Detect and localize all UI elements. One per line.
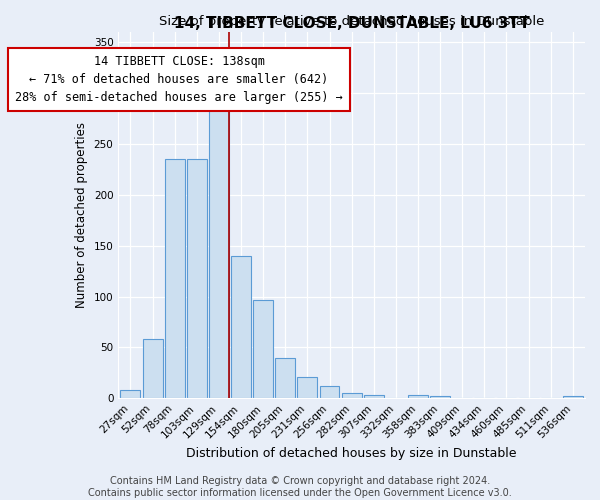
X-axis label: Distribution of detached houses by size in Dunstable: Distribution of detached houses by size … bbox=[187, 447, 517, 460]
Bar bbox=[320, 386, 340, 398]
Bar bbox=[187, 159, 207, 398]
Bar bbox=[430, 396, 450, 398]
Bar bbox=[298, 377, 317, 398]
Bar bbox=[209, 105, 229, 399]
Text: 14 TIBBETT CLOSE: 138sqm
← 71% of detached houses are smaller (642)
28% of semi-: 14 TIBBETT CLOSE: 138sqm ← 71% of detach… bbox=[15, 56, 343, 104]
Bar bbox=[563, 396, 583, 398]
Bar bbox=[165, 159, 185, 398]
Bar bbox=[231, 256, 251, 398]
Bar bbox=[364, 396, 384, 398]
Text: Contains HM Land Registry data © Crown copyright and database right 2024.
Contai: Contains HM Land Registry data © Crown c… bbox=[88, 476, 512, 498]
Bar bbox=[143, 340, 163, 398]
Bar bbox=[253, 300, 273, 398]
Bar bbox=[121, 390, 140, 398]
Text: Size of property relative to detached houses in Dunstable: Size of property relative to detached ho… bbox=[159, 15, 544, 28]
Y-axis label: Number of detached properties: Number of detached properties bbox=[75, 122, 88, 308]
Bar bbox=[408, 396, 428, 398]
Bar bbox=[341, 393, 362, 398]
Title: 14, TIBBETT CLOSE, DUNSTABLE, LU6 3TT: 14, TIBBETT CLOSE, DUNSTABLE, LU6 3TT bbox=[174, 16, 530, 30]
Bar bbox=[275, 358, 295, 399]
